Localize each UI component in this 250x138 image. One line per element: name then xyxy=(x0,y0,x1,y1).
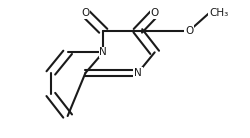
Text: CH₃: CH₃ xyxy=(209,8,228,18)
Text: N: N xyxy=(134,68,142,78)
Text: O: O xyxy=(150,8,159,18)
Text: N: N xyxy=(99,47,107,57)
Text: O: O xyxy=(185,26,194,36)
Text: O: O xyxy=(81,8,90,18)
